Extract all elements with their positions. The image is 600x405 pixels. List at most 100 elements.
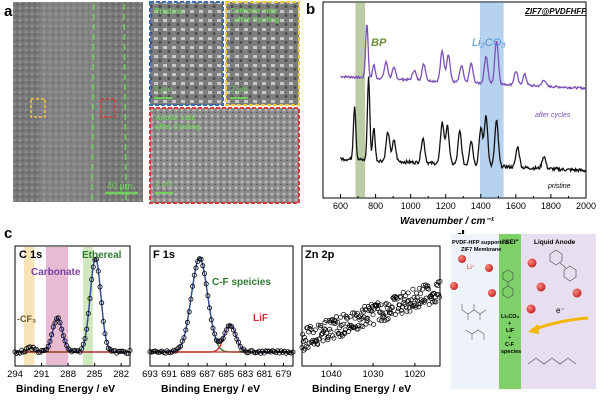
zn2p-data-point: [325, 337, 331, 343]
panel-b: b 600 800 1000 1200 1400 1600 1800 2000 ZIF7@PV…: [306, 1, 596, 227]
zn2p-data-point: [312, 327, 318, 333]
raman-xlabel: Wavenumber / cm⁻¹: [400, 216, 495, 227]
li-ion-ball: [572, 288, 582, 298]
zn2p-data-point: [393, 295, 399, 301]
zn2p-data-point: [431, 290, 437, 296]
xps-data-point: [20, 349, 26, 355]
raman-tick-label: 1000: [401, 201, 421, 211]
zn2p-data-point: [376, 302, 381, 308]
xps-tick-label: 679: [276, 369, 292, 380]
xps-tick-label: 288: [60, 369, 76, 380]
xps-tick-label: 685: [218, 369, 234, 380]
xps-tick-label: 291: [34, 369, 50, 380]
zn2p-data-point: [419, 299, 425, 305]
anode-label: Liquid Anode: [534, 239, 576, 246]
panel-a-label: a: [4, 3, 13, 20]
xps-data-point: [45, 343, 51, 349]
label-lif: LiF: [253, 313, 268, 324]
f1s-title: F 1s: [153, 249, 175, 261]
zn2p-data-point: [356, 322, 362, 328]
xps-data-point: [193, 265, 199, 271]
xps-tick-label: 687: [199, 369, 215, 380]
raman-x-ticks: 600 800 1000 1200 1400 1600 1800 2000: [333, 194, 596, 211]
li-ions: [450, 255, 582, 314]
xps-data-point: [200, 263, 206, 269]
zn2p-data-point: [383, 300, 389, 306]
xps-data-point: [201, 271, 207, 277]
xps-data-point: [85, 310, 91, 316]
xps-data-point: [232, 331, 238, 337]
molecule-pvdf: [461, 304, 487, 340]
c1s-xlabel: Binding Energy / eV: [16, 383, 115, 395]
zn2p-data-point: [326, 334, 331, 340]
zn2p-data-point: [389, 305, 395, 310]
xps-data-point: [198, 256, 204, 262]
sei-species-label: Li₂CO₃ + LiF + C-F species: [501, 314, 521, 355]
xps-data-point: [178, 343, 184, 349]
xps-data-point: [82, 336, 88, 342]
zn2p-data-point: [403, 304, 409, 310]
band-cf3: [23, 247, 35, 365]
zn2p-data-point: [356, 314, 362, 320]
sei-region: [499, 234, 521, 389]
zn2p-xlabel: Binding Energy / eV: [312, 383, 411, 395]
zn2p-title: Zn 2p: [305, 249, 335, 261]
zn2p-data-point: [382, 301, 388, 307]
zn2p-data-point: [318, 323, 324, 328]
zn2p-data-point: [413, 304, 419, 310]
sem-tile-anode-image: [150, 108, 299, 203]
xps-tick-label: 1030: [363, 369, 384, 380]
raman-traces: [339, 24, 587, 174]
c1s-frame: [14, 245, 131, 367]
zn2p-data-point: [350, 310, 356, 316]
zn2p-data-point: [345, 315, 351, 321]
li-ion-ball: [536, 282, 546, 292]
xps-tick-label: 691: [161, 369, 177, 380]
xps-tick-label: 294: [7, 369, 23, 380]
xps-f1s: 693 691 689 687 685 683 681 679 F 1s C-F speici…: [142, 245, 296, 380]
xps-tick-label: 689: [180, 369, 196, 380]
zn2p-data-point: [416, 304, 422, 310]
raman-tick-label: 1600: [506, 201, 526, 211]
zn2p-data-point: [400, 289, 406, 295]
panel-a: a 40 μm Pristine 2 μm Cathode side after …: [4, 1, 300, 204]
c1s-plot: [12, 256, 133, 356]
xps-data-point: [79, 346, 85, 352]
xps-data-point: [264, 348, 270, 354]
label-carbonate: Carbonate: [31, 267, 81, 278]
band-label-li2co3: Li₂CO₃: [472, 37, 506, 49]
sem-tile-pristine-frame: [149, 1, 224, 106]
xps-data-point: [57, 320, 63, 326]
zn2p-data-point: [385, 316, 391, 322]
c1s-title: C 1s: [19, 249, 42, 261]
zn2p-data-point: [389, 304, 395, 310]
raman-tick-label: 1200: [436, 201, 456, 211]
f1s-xlabel: Binding Energy / eV: [161, 383, 260, 395]
xps-data-point: [207, 305, 213, 311]
zn2p-plot: [299, 278, 443, 353]
xps-data-point: [188, 296, 194, 302]
zn2p-data-point: [331, 335, 337, 341]
zn2p-data-point: [326, 318, 332, 324]
zn2p-data-point: [360, 324, 366, 330]
zn2p-data-point: [362, 304, 368, 309]
raman-tick-label: 1400: [471, 201, 491, 211]
red-region-box: [100, 98, 116, 118]
zn2p-data-point: [417, 285, 422, 291]
xps-data-point: [208, 317, 214, 323]
zn2p-data-point: [306, 340, 312, 346]
zn2p-data-point: [332, 321, 338, 326]
band-label-bp: BP: [371, 37, 387, 49]
xps-data-point: [100, 318, 106, 324]
zn2p-data-point: [333, 314, 339, 320]
zn2p-data-point: [411, 294, 417, 300]
xps-data-point: [186, 309, 192, 315]
sem-tile-pristine: Pristine 2 μm: [149, 1, 224, 106]
xps-tick-label: 693: [142, 369, 158, 380]
xps-tick-label: 282: [113, 369, 129, 380]
membrane-region: [451, 234, 499, 389]
trace-pristine: [339, 76, 587, 174]
electron-label: e⁻: [556, 306, 565, 315]
legend-pristine: pristine: [547, 183, 571, 190]
